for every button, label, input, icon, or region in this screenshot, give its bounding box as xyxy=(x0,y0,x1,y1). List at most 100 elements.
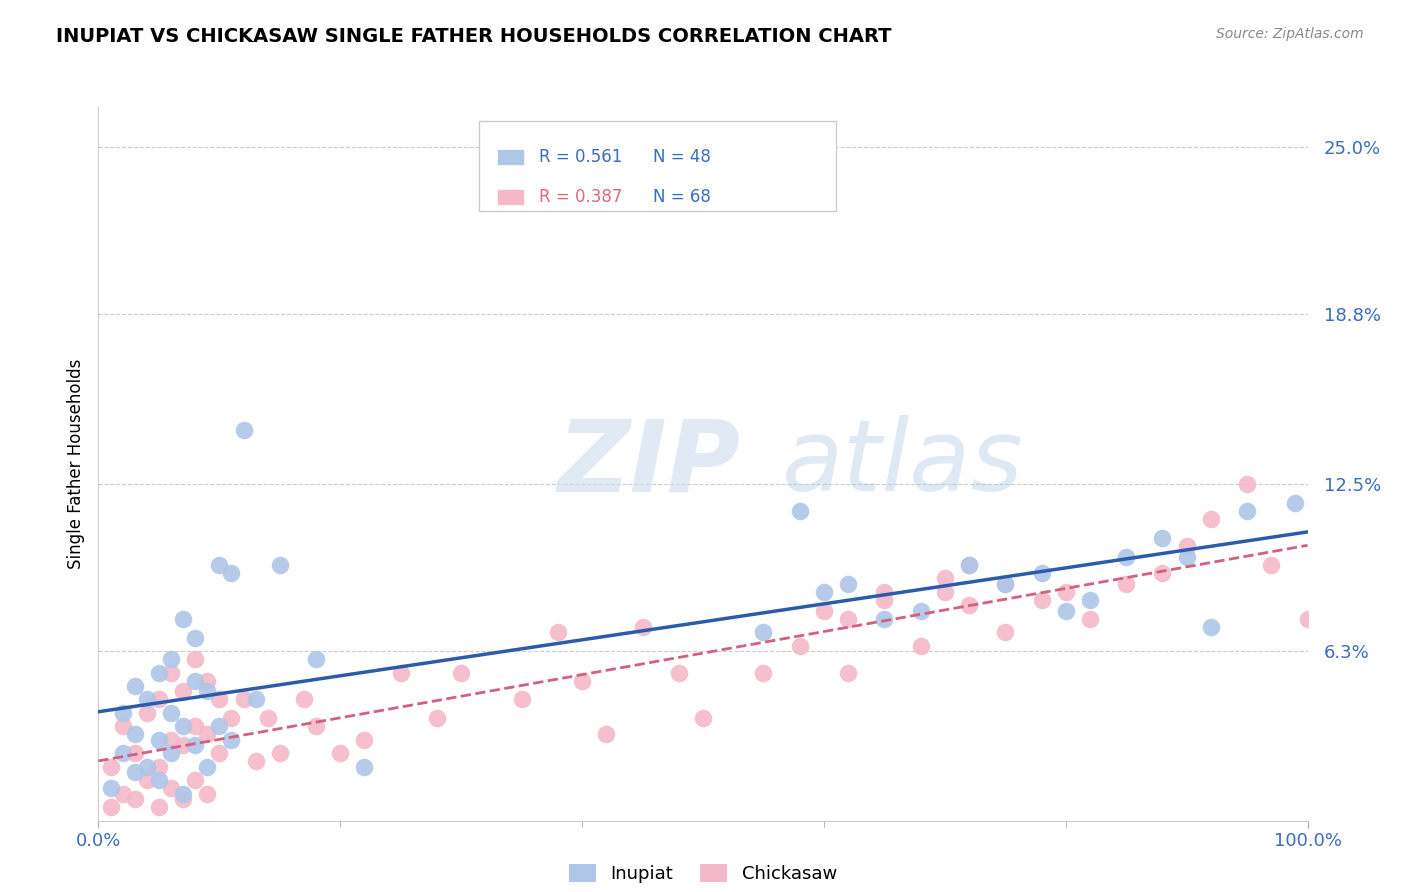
Point xyxy=(232,692,254,706)
Point xyxy=(269,558,291,572)
Point xyxy=(1236,504,1258,518)
Point xyxy=(195,684,218,698)
Point xyxy=(353,732,375,747)
Point xyxy=(1260,558,1282,572)
Point xyxy=(208,692,231,706)
Point xyxy=(208,747,231,761)
Point xyxy=(426,711,449,725)
FancyBboxPatch shape xyxy=(498,189,524,205)
Text: Source: ZipAtlas.com: Source: ZipAtlas.com xyxy=(1216,27,1364,41)
Point xyxy=(184,673,207,688)
Point xyxy=(910,604,932,618)
Point xyxy=(752,665,775,680)
Point xyxy=(160,665,183,680)
Point xyxy=(184,738,207,752)
Point xyxy=(245,692,267,706)
Point xyxy=(208,558,231,572)
Point xyxy=(184,652,207,666)
Point xyxy=(160,732,183,747)
Point xyxy=(547,625,569,640)
Point xyxy=(184,719,207,733)
Point xyxy=(752,625,775,640)
Y-axis label: Single Father Households: Single Father Households xyxy=(66,359,84,569)
Point xyxy=(789,504,811,518)
Point xyxy=(668,665,690,680)
Point xyxy=(994,576,1017,591)
Point xyxy=(111,787,134,801)
Point xyxy=(172,612,194,626)
Point xyxy=(195,727,218,741)
Point xyxy=(873,584,896,599)
Point xyxy=(1054,604,1077,618)
Point xyxy=(111,747,134,761)
Text: R = 0.387: R = 0.387 xyxy=(538,188,621,206)
Point xyxy=(957,558,980,572)
Point xyxy=(1175,539,1198,553)
Point xyxy=(692,711,714,725)
Point xyxy=(148,773,170,788)
Point xyxy=(450,665,472,680)
Point xyxy=(813,584,835,599)
Text: ZIP: ZIP xyxy=(558,416,741,512)
Point xyxy=(148,692,170,706)
Point xyxy=(1115,576,1137,591)
Text: atlas: atlas xyxy=(782,416,1024,512)
Point xyxy=(957,558,980,572)
Point xyxy=(111,706,134,720)
Legend: Inupiat, Chickasaw: Inupiat, Chickasaw xyxy=(562,856,844,890)
Point xyxy=(221,732,243,747)
Point xyxy=(135,706,157,720)
Point xyxy=(957,598,980,612)
Point xyxy=(329,747,352,761)
Text: R = 0.561: R = 0.561 xyxy=(538,148,621,166)
FancyBboxPatch shape xyxy=(498,149,524,165)
Point xyxy=(245,755,267,769)
Point xyxy=(1284,496,1306,510)
Point xyxy=(571,673,593,688)
Point xyxy=(124,727,146,741)
Point xyxy=(873,592,896,607)
Point xyxy=(100,800,122,814)
Point xyxy=(1199,620,1222,634)
Point xyxy=(994,625,1017,640)
Text: INUPIAT VS CHICKASAW SINGLE FATHER HOUSEHOLDS CORRELATION CHART: INUPIAT VS CHICKASAW SINGLE FATHER HOUSE… xyxy=(56,27,891,45)
Text: N = 48: N = 48 xyxy=(654,148,711,166)
FancyBboxPatch shape xyxy=(479,121,837,211)
Point xyxy=(305,719,328,733)
Point xyxy=(232,423,254,437)
Point xyxy=(873,612,896,626)
Point xyxy=(160,706,183,720)
Point xyxy=(1152,531,1174,545)
Point xyxy=(124,747,146,761)
Point xyxy=(195,673,218,688)
Point xyxy=(195,760,218,774)
Point xyxy=(1152,566,1174,580)
Point xyxy=(1175,549,1198,564)
Point xyxy=(1199,512,1222,526)
Point xyxy=(184,631,207,645)
Point xyxy=(124,765,146,780)
Point xyxy=(221,711,243,725)
Point xyxy=(934,571,956,585)
Point xyxy=(135,773,157,788)
Point xyxy=(510,692,533,706)
Point xyxy=(172,684,194,698)
Point xyxy=(910,639,932,653)
Point xyxy=(789,639,811,653)
Point xyxy=(595,727,617,741)
Point xyxy=(208,719,231,733)
Point xyxy=(1296,612,1319,626)
Text: N = 68: N = 68 xyxy=(654,188,711,206)
Point xyxy=(135,760,157,774)
Point xyxy=(172,792,194,806)
Point xyxy=(934,584,956,599)
Point xyxy=(1236,477,1258,491)
Point xyxy=(1031,566,1053,580)
Point xyxy=(160,652,183,666)
Point xyxy=(172,738,194,752)
Point xyxy=(1078,612,1101,626)
Point xyxy=(184,773,207,788)
Point xyxy=(837,576,859,591)
Point xyxy=(1031,592,1053,607)
Point xyxy=(1054,584,1077,599)
